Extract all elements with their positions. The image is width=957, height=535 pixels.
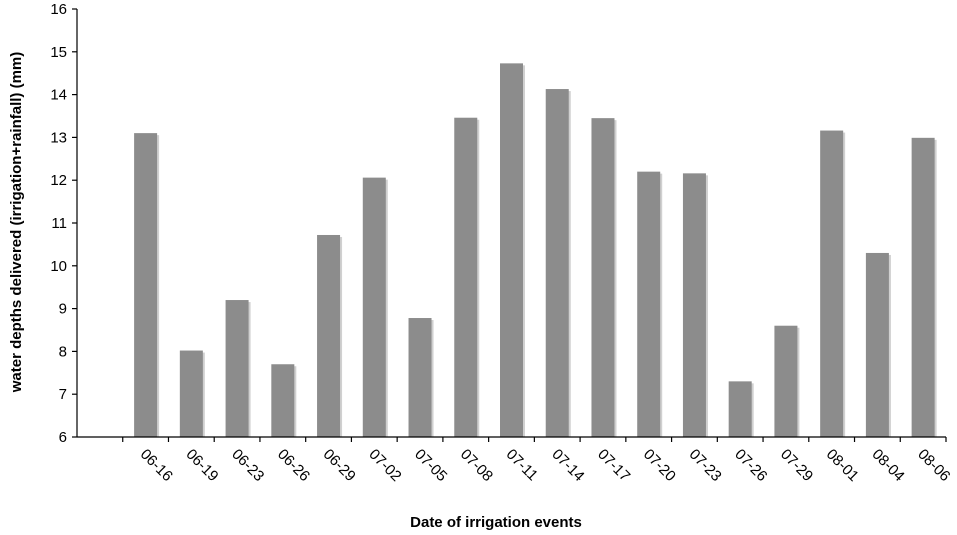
x-axis: 06-16 06-19 06-23 06-26 06-29 07-02 07-05 07-08… [77, 436, 953, 485]
y-tick-label: 16 [50, 1, 67, 18]
bar-07-05 [408, 318, 432, 437]
bar-07-11 [500, 63, 523, 438]
bar-07-02 [362, 177, 386, 437]
bar-07-14 [545, 89, 569, 437]
bar-07-08 [454, 117, 478, 437]
bar-06-26 [271, 364, 295, 437]
bar-06-19 [179, 350, 203, 437]
x-tick-label: 06-23 [228, 446, 267, 485]
bar-08-06 [911, 137, 935, 437]
bars-group [134, 63, 937, 438]
x-tick-label: 08-04 [869, 446, 908, 485]
y-tick-label: 11 [51, 215, 67, 232]
x-tick-label: 07-29 [777, 446, 816, 485]
y-tick-label: 13 [50, 129, 67, 146]
x-tick-label: 07-05 [411, 446, 450, 485]
y-tick-label: 14 [50, 87, 67, 104]
x-tick-label: 06-26 [274, 446, 313, 485]
y-tick-label: 7 [59, 386, 67, 403]
x-axis-title: Date of irrigation events [410, 514, 582, 531]
bar-08-04 [865, 252, 889, 437]
y-tick-label: 8 [59, 343, 67, 360]
bar-06-29 [317, 234, 341, 437]
x-tick-label: 07-02 [365, 446, 404, 485]
x-tick-label: 07-23 [686, 446, 725, 485]
x-tick-label: 07-17 [594, 446, 633, 485]
x-tick-label: 07-11 [503, 446, 541, 484]
x-tick-label: 07-14 [548, 446, 587, 485]
bar-07-23 [682, 173, 706, 438]
bar-06-23 [225, 300, 249, 437]
x-tick-label: 07-08 [457, 446, 496, 485]
y-axis-title: water depths delivered (irrigation+rainf… [8, 52, 25, 394]
bar-08-01 [820, 130, 844, 437]
x-tick-label: 07-26 [731, 446, 770, 485]
y-tick-label: 12 [50, 172, 67, 189]
x-tick-label: 06-16 [137, 446, 176, 485]
bar-07-26 [728, 381, 752, 437]
bar-06-16 [134, 133, 158, 437]
y-tick-label: 10 [50, 258, 67, 275]
bar-07-20 [637, 171, 661, 437]
bar-07-17 [591, 118, 615, 437]
bar-07-29 [774, 325, 798, 437]
x-tick-label: 06-19 [183, 446, 222, 485]
x-tick-label: 08-06 [914, 446, 953, 485]
x-tick-label: 07-20 [640, 446, 679, 485]
x-tick-label: 06-29 [320, 446, 359, 485]
y-axis: 6 7 8 9 10 11 12 13 14 15 16 [50, 1, 78, 446]
y-tick-label: 15 [50, 44, 67, 61]
y-tick-label: 9 [59, 301, 67, 318]
x-tick-label: 08-01 [823, 446, 862, 485]
y-tick-label: 6 [59, 429, 67, 446]
